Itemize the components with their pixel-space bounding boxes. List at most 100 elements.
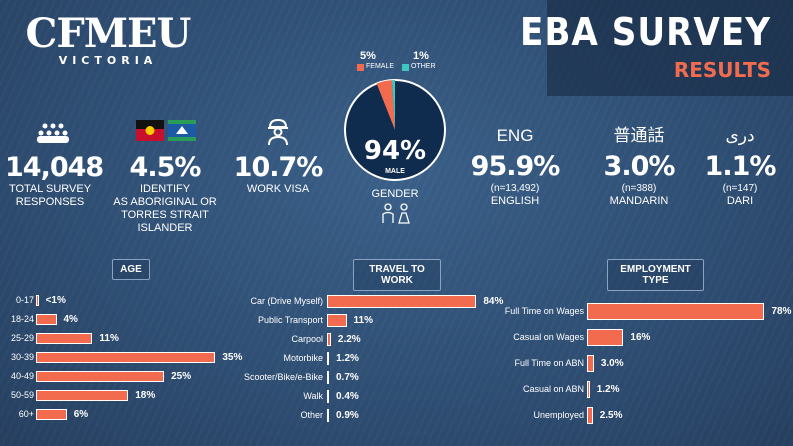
bar bbox=[587, 381, 590, 398]
other-pct: 1% bbox=[413, 50, 429, 62]
stat-label: WORK VISA bbox=[246, 183, 310, 195]
bar-value-label: 35% bbox=[222, 351, 243, 363]
lang-value: 1.1% bbox=[704, 151, 777, 182]
bar bbox=[36, 409, 67, 420]
other-legend-label: OTHER bbox=[411, 63, 436, 70]
lang-script: دری bbox=[725, 126, 755, 145]
bar-category-label: Car (Drive Myself) bbox=[250, 295, 323, 306]
lang-n: (n=13,492) bbox=[490, 183, 540, 194]
female-legend-swatch bbox=[357, 64, 364, 71]
bar bbox=[36, 390, 129, 401]
stat-label: TORRES STRAIT ISLANDER bbox=[121, 209, 209, 234]
logo-wordmark: CFMEU bbox=[25, 10, 192, 57]
bar-value-label: 2.5% bbox=[599, 409, 623, 421]
flags-icon bbox=[136, 120, 196, 141]
lang-mandarin: 普通話 3.0% (n=388) MANDARIN bbox=[594, 126, 684, 208]
bar bbox=[36, 352, 216, 363]
female-legend-label: FEMALE bbox=[366, 63, 395, 70]
stat-total-responses: 14,048 TOTAL SURVEY RESPONSES bbox=[5, 152, 104, 209]
bar-category-label: Walk bbox=[303, 390, 323, 401]
lang-value: 95.9% bbox=[470, 151, 561, 182]
people-crowd-icon bbox=[37, 123, 69, 143]
bar-value-label: 3.0% bbox=[600, 357, 624, 369]
gender-pie-chart bbox=[344, 79, 446, 181]
bar-value-label: 16% bbox=[630, 331, 651, 343]
bar-value-label: 4% bbox=[63, 313, 78, 325]
bar-value-label: 0.9% bbox=[336, 409, 359, 421]
stat-work-visa: 10.7% WORK VISA bbox=[233, 152, 324, 196]
bar-category-label: Casual on ABN bbox=[522, 383, 584, 394]
bar-category-label: 25-29 bbox=[10, 332, 34, 343]
stat-value: 14,048 bbox=[5, 152, 104, 183]
bar bbox=[327, 352, 330, 365]
bar-category-label: 50-59 bbox=[10, 389, 34, 400]
stat-aboriginal: 4.5% IDENTIFY AS ABORIGINAL OR TORRES ST… bbox=[100, 153, 230, 235]
page-subtitle: RESULTS bbox=[673, 58, 771, 82]
bar bbox=[327, 295, 477, 308]
travel-section-label: TRAVEL TO WORK bbox=[353, 259, 441, 291]
stat-label: RESPONSES bbox=[15, 196, 85, 208]
bar-category-label: Full Time on Wages bbox=[504, 305, 584, 316]
bar bbox=[327, 409, 329, 422]
bar-value-label: 0.4% bbox=[336, 390, 359, 402]
gender-icon bbox=[382, 203, 410, 224]
worker-icon bbox=[268, 118, 288, 146]
bar-category-label: Carpool bbox=[291, 333, 323, 344]
stat-value: 4.5% bbox=[129, 152, 202, 183]
bar-value-label: 1.2% bbox=[336, 352, 359, 364]
bar-category-label: 60+ bbox=[18, 408, 34, 419]
lang-script: 普通話 bbox=[613, 126, 665, 145]
age-section-label: AGE bbox=[112, 259, 150, 280]
page-title: EBA SURVEY bbox=[519, 10, 771, 54]
bar bbox=[327, 371, 329, 384]
bar bbox=[36, 371, 165, 382]
stat-label: TOTAL SURVEY bbox=[8, 183, 92, 195]
bar-category-label: 0-17 bbox=[15, 294, 34, 305]
female-pct: 5% bbox=[360, 50, 376, 62]
bar bbox=[587, 303, 765, 320]
bar-category-label: Public Transport bbox=[257, 314, 323, 325]
male-pct: 94% bbox=[363, 136, 427, 166]
bar-category-label: Scooter/Bike/e-Bike bbox=[243, 371, 323, 382]
bar bbox=[587, 329, 624, 346]
bar-category-label: Motorbike bbox=[283, 352, 323, 363]
stat-label: IDENTIFY bbox=[139, 183, 191, 195]
bar-category-label: 18-24 bbox=[10, 313, 34, 324]
bar bbox=[327, 333, 331, 346]
lang-dari: دری 1.1% (n=147) DARI bbox=[700, 126, 780, 208]
cfmeu-logo: CFMEU VICTORIA bbox=[18, 10, 198, 68]
male-label: MALE bbox=[385, 168, 405, 175]
bar-category-label: 30-39 bbox=[10, 351, 34, 362]
stat-value: 10.7% bbox=[233, 152, 324, 183]
bar bbox=[587, 355, 594, 372]
bar bbox=[327, 314, 347, 327]
bar-category-label: Casual on Wages bbox=[513, 331, 584, 342]
other-legend-swatch bbox=[402, 64, 409, 71]
lang-name: ENGLISH bbox=[490, 195, 540, 207]
lang-n: (n=147) bbox=[722, 183, 758, 194]
bar bbox=[36, 295, 39, 306]
lang-n: (n=388) bbox=[621, 183, 657, 194]
lang-name: DARI bbox=[726, 195, 754, 207]
bar-value-label: 2.2% bbox=[337, 333, 361, 345]
pie-slice-other bbox=[391, 80, 395, 130]
gender-caption: GENDER bbox=[371, 188, 419, 200]
bar-category-label: Full Time on ABN bbox=[514, 357, 584, 368]
bar-category-label: Unemployed bbox=[533, 409, 584, 420]
bar bbox=[36, 333, 93, 344]
bar bbox=[36, 314, 57, 325]
bar-category-label: 40-49 bbox=[10, 370, 34, 381]
title-panel bbox=[547, 0, 793, 96]
bar-value-label: 6% bbox=[73, 408, 89, 420]
bar-value-label: 11% bbox=[99, 332, 119, 344]
bar-value-label: 25% bbox=[171, 370, 192, 382]
bar bbox=[587, 407, 593, 424]
logo-subtitle: VICTORIA bbox=[58, 54, 158, 67]
bar-value-label: 18% bbox=[135, 389, 156, 401]
bar-category-label: Other bbox=[300, 409, 323, 420]
bar-value-label: <1% bbox=[45, 294, 66, 306]
employment-section-label: EMPLOYMENT TYPE bbox=[607, 259, 704, 291]
stat-label: AS ABORIGINAL OR bbox=[113, 196, 217, 208]
bar-value-label: 84% bbox=[483, 295, 504, 307]
lang-script: ENG bbox=[496, 126, 534, 145]
